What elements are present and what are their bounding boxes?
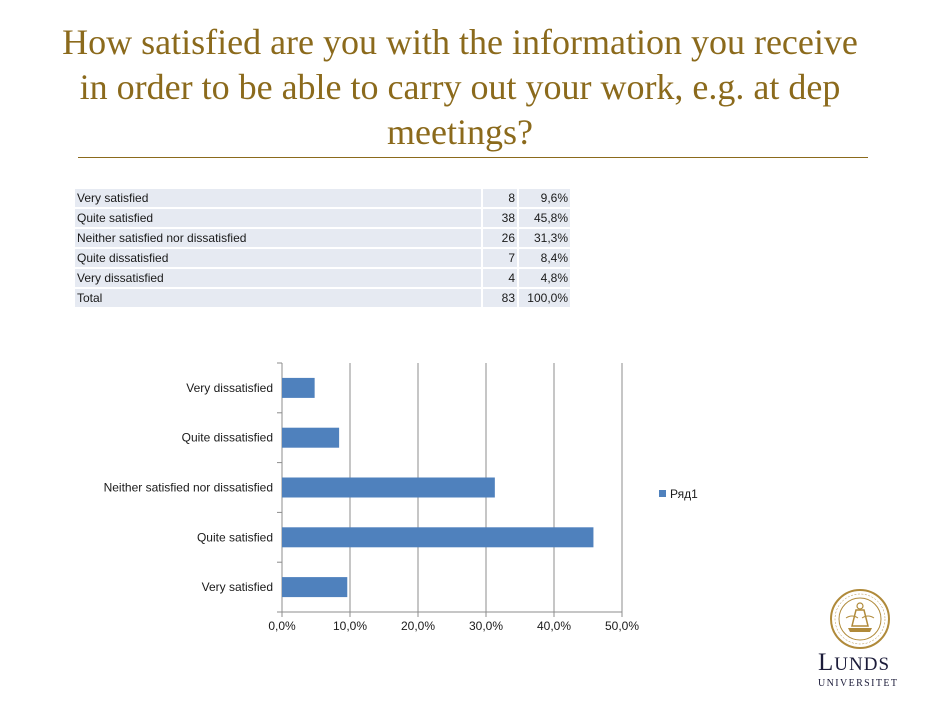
- y-tick-label: Quite satisfied: [197, 530, 273, 544]
- cell-label: Neither satisfied nor dissatisfied: [75, 228, 483, 249]
- logo-sub: UNIVERSITET: [818, 678, 899, 689]
- bars: [282, 377, 594, 598]
- cell-label: Total: [75, 288, 483, 309]
- legend-label: Ряд1: [670, 487, 698, 501]
- table-row: Quite dissatisfied 7 8,4%: [75, 248, 572, 269]
- bar: [282, 427, 340, 448]
- x-tick-label: 40,0%: [537, 619, 571, 633]
- x-tick-label: 50,0%: [605, 619, 639, 633]
- y-tick-label: Very dissatisfied: [186, 381, 273, 395]
- cell-pct: 31,3%: [518, 228, 572, 249]
- university-seal-icon: [830, 589, 890, 649]
- table-row: Neither satisfied nor dissatisfied 26 31,3…: [75, 228, 572, 249]
- cell-label: Very dissatisfied: [75, 268, 483, 289]
- x-tick-labels: 0,0% 10,0% 20,0% 30,0% 40,0% 50,0%: [268, 619, 639, 633]
- legend: Ряд1: [659, 487, 698, 501]
- cell-count: 8: [482, 189, 519, 209]
- bar: [282, 577, 348, 598]
- logo-name: LUNDS: [818, 650, 910, 678]
- y-tick-label: Very satisfied: [202, 580, 273, 594]
- logo-name-first: L: [818, 649, 835, 676]
- table-row: Very dissatisfied 4 4,8%: [75, 268, 572, 289]
- cell-label: Quite satisfied: [75, 208, 483, 229]
- y-tick-label: Neither satisfied nor dissatisfied: [104, 481, 273, 495]
- cell-pct: 4,8%: [518, 268, 572, 289]
- x-tick-label: 20,0%: [401, 619, 435, 633]
- cell-pct: 8,4%: [518, 248, 572, 269]
- table-row: Total 83 100,0%: [75, 288, 572, 309]
- cell-label: Quite dissatisfied: [75, 248, 483, 269]
- x-tick-label: 30,0%: [469, 619, 503, 633]
- results-table: Very satisfied 8 9,6% Quite satisfied 38 45,8…: [75, 189, 572, 309]
- y-tick-labels: Very satisfied Quite satisfied Neither sat…: [104, 381, 273, 594]
- legend-swatch: [659, 490, 666, 497]
- bar: [282, 477, 495, 498]
- cell-count: 26: [482, 228, 519, 249]
- x-tick-label: 0,0%: [268, 619, 296, 633]
- bar: [282, 527, 594, 548]
- y-tick-label: Quite dissatisfied: [182, 431, 273, 445]
- cell-count: 83: [482, 288, 519, 309]
- cell-pct: 9,6%: [518, 189, 572, 209]
- cell-label: Very satisfied: [75, 189, 483, 209]
- page-title: How satisfied are you with the informati…: [62, 22, 858, 152]
- cell-count: 4: [482, 268, 519, 289]
- cell-pct: 45,8%: [518, 208, 572, 229]
- x-tick-label: 10,0%: [333, 619, 367, 633]
- logo-name-rest: UNDS: [834, 654, 891, 675]
- table-row: Very satisfied 8 9,6%: [75, 189, 572, 209]
- cell-count: 38: [482, 208, 519, 229]
- cell-count: 7: [482, 248, 519, 269]
- bar: [282, 377, 315, 398]
- university-wordmark: LUNDS UNIVERSITET: [818, 650, 910, 690]
- cell-pct: 100,0%: [518, 288, 572, 309]
- table-row: Quite satisfied 38 45,8%: [75, 208, 572, 229]
- title-rule: [78, 157, 868, 158]
